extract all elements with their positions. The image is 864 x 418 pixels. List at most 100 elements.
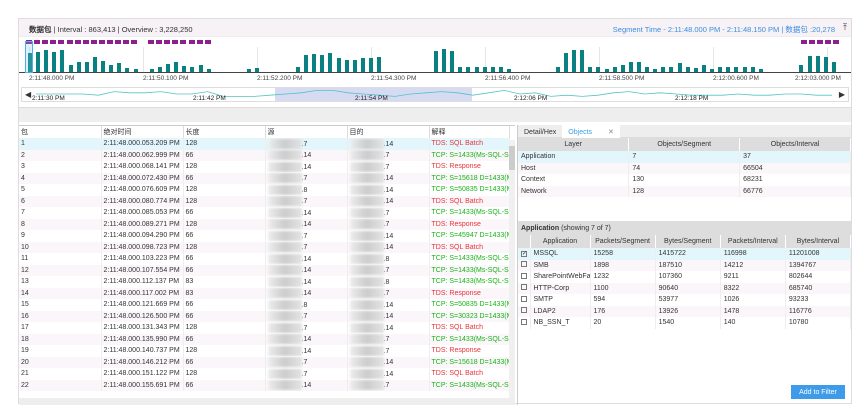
column-header[interactable]: Objects/Segment — [628, 138, 741, 151]
packet-bar[interactable] — [44, 49, 49, 72]
packet-bar[interactable] — [604, 69, 609, 72]
packet-row[interactable]: 9 2:11:48.000.094.290 PM 66.7.14 TCP: S=459… — [19, 230, 510, 242]
packet-bar[interactable] — [466, 66, 471, 72]
packet-bar[interactable] — [117, 63, 122, 72]
packet-bar[interactable] — [295, 66, 300, 72]
packet-bar[interactable] — [710, 68, 715, 72]
packet-bar[interactable] — [76, 62, 81, 72]
event-marker[interactable] — [801, 40, 807, 44]
packet-bar[interactable] — [588, 66, 593, 72]
event-marker[interactable] — [196, 40, 203, 44]
application-row[interactable]: NB_SSN_T 20 1540 140 10780 — [518, 317, 852, 329]
event-marker[interactable] — [148, 40, 154, 44]
packet-bar[interactable] — [344, 60, 349, 72]
packet-row[interactable]: 14 2:11:48.000.117.002 PM 83.14.7 TDS: Resp… — [19, 287, 510, 299]
scroll-left-icon[interactable]: ◀ — [25, 90, 32, 99]
packet-bar[interactable] — [596, 66, 601, 72]
object-row[interactable]: Network 128 66776 — [518, 185, 851, 197]
packet-bar[interactable] — [328, 53, 333, 72]
packet-bar[interactable] — [312, 54, 317, 72]
packet-bar[interactable] — [369, 57, 374, 72]
packet-bar[interactable] — [320, 54, 325, 72]
event-marker[interactable] — [42, 40, 49, 44]
packet-bar[interactable] — [36, 52, 41, 72]
packet-bar[interactable] — [653, 69, 658, 72]
horizontal-scrollbar[interactable] — [19, 398, 515, 405]
event-marker[interactable] — [90, 40, 97, 44]
packet-bar[interactable] — [482, 66, 487, 72]
packet-bar[interactable] — [190, 66, 195, 72]
close-tab-icon[interactable]: ✕ — [607, 129, 614, 136]
event-marker[interactable] — [809, 40, 816, 44]
packet-bar[interactable] — [734, 66, 739, 72]
packet-bar[interactable] — [434, 51, 438, 72]
packet-bar[interactable] — [84, 61, 89, 72]
event-marker[interactable] — [34, 40, 41, 44]
object-row[interactable]: Context 130 68231 — [518, 174, 851, 186]
packet-bar[interactable] — [807, 55, 812, 72]
event-marker[interactable] — [74, 40, 81, 44]
event-marker[interactable] — [50, 40, 57, 44]
column-header[interactable]: Packets/Interval — [720, 235, 786, 248]
column-header[interactable]: 长度 — [183, 126, 266, 138]
packet-row[interactable]: 15 2:11:48.000.121.669 PM 66.8.14 TCP: S=50… — [19, 299, 510, 311]
event-marker[interactable] — [123, 40, 130, 44]
packet-bar[interactable] — [206, 68, 211, 72]
column-header[interactable]: Bytes/Interval — [785, 235, 852, 248]
application-row[interactable]: HTTP-Corp 1100 90640 8322 685740 — [518, 282, 852, 294]
application-checkbox[interactable] — [521, 284, 527, 291]
column-header[interactable]: Bytes/Segment — [655, 235, 721, 248]
event-marker[interactable] — [156, 40, 163, 44]
packet-bar[interactable] — [68, 65, 73, 72]
packet-bar[interactable] — [198, 65, 203, 72]
application-checkbox[interactable] — [521, 307, 527, 314]
event-marker[interactable] — [98, 40, 105, 44]
packet-bar[interactable] — [758, 69, 763, 72]
packet-bar[interactable] — [255, 67, 260, 72]
packet-bar[interactable] — [685, 66, 690, 72]
packet-bar[interactable] — [60, 49, 65, 72]
application-row[interactable]: ✓ MSSQL 15258 1415722 116998 11201008 — [518, 248, 852, 260]
packet-bar[interactable] — [815, 55, 820, 72]
application-row[interactable]: SharePointWebFar 1232 107360 9211 802644 — [518, 271, 852, 283]
packet-bar[interactable] — [555, 66, 560, 72]
packet-bar[interactable] — [580, 49, 585, 72]
packet-bar[interactable] — [352, 60, 357, 72]
packet-row[interactable]: 20 2:11:48.000.146.212 PM 66.7.14 TCP: S=15… — [19, 356, 510, 368]
packet-row[interactable]: 3 2:11:48.000.068.141 PM 128.14.7 TDS: Resp… — [19, 161, 510, 173]
packet-row[interactable]: 10 2:11:48.000.098.723 PM 128.7.14 TDS: SQL… — [19, 241, 510, 253]
packet-bar[interactable] — [442, 48, 447, 72]
packet-bar[interactable] — [166, 64, 171, 72]
packet-bar[interactable] — [726, 66, 731, 72]
column-header[interactable]: Application — [530, 235, 591, 248]
packet-row[interactable]: 2 2:11:48.000.062.999 PM 66.14.7 TCP: S=143… — [19, 149, 510, 161]
packet-row[interactable]: 8 2:11:48.000.089.271 PM 128.14.7 TDS: Resp… — [19, 218, 510, 230]
tab-objects[interactable]: Objects ✕ — [562, 125, 620, 138]
column-header[interactable]: 解释 — [429, 126, 510, 138]
packet-row[interactable]: 12 2:11:48.000.107.554 PM 66.14.7 TCP: S=14… — [19, 264, 510, 276]
event-marker[interactable] — [26, 40, 32, 44]
packet-row[interactable]: 16 2:11:48.000.126.500 PM 66.7.14 TCP: S=30… — [19, 310, 510, 322]
packet-bar[interactable] — [620, 65, 625, 72]
event-marker[interactable] — [833, 40, 840, 44]
event-marker[interactable] — [115, 40, 122, 44]
packet-bar[interactable] — [109, 65, 114, 72]
packet-bar[interactable] — [572, 49, 577, 72]
column-header[interactable]: 目的 — [347, 126, 430, 138]
packet-bar[interactable] — [693, 67, 698, 72]
packet-bar[interactable] — [92, 56, 97, 72]
packet-row[interactable]: 6 2:11:48.000.080.774 PM 128.7.14 TDS: SQL … — [19, 195, 510, 207]
event-marker[interactable] — [825, 40, 832, 44]
packet-bar[interactable] — [823, 56, 828, 72]
packet-bar[interactable] — [563, 53, 568, 72]
packet-bar[interactable] — [52, 52, 57, 72]
packet-bar[interactable] — [718, 66, 723, 72]
event-marker[interactable] — [188, 40, 195, 44]
packet-row[interactable]: 13 2:11:48.000.112.137 PM 83.14.8 TCP: S=14… — [19, 276, 510, 288]
event-marker[interactable] — [131, 40, 138, 44]
packet-bar[interactable] — [612, 66, 617, 72]
application-row[interactable]: SMTP 594 53977 1026 93233 — [518, 294, 852, 306]
packet-bar[interactable] — [507, 69, 512, 72]
column-header[interactable]: 源 — [265, 126, 348, 138]
event-marker[interactable] — [204, 40, 211, 44]
